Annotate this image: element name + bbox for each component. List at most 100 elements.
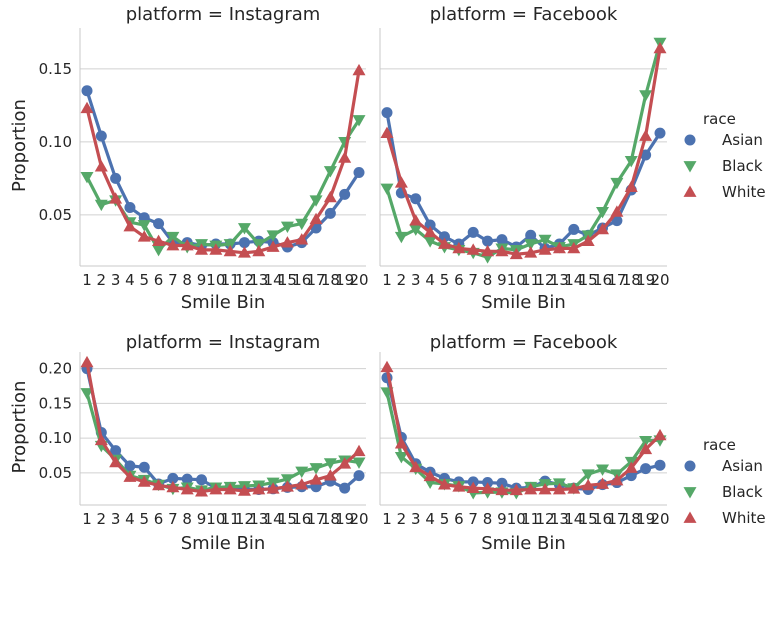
- data-point-black: [266, 230, 280, 242]
- series-white: [380, 360, 667, 496]
- x-tick-label: 14: [264, 271, 283, 289]
- x-tick-label: 4: [425, 510, 435, 528]
- data-point-white: [437, 237, 451, 249]
- data-point-white: [567, 482, 581, 494]
- data-point-asian: [324, 207, 336, 219]
- data-point-white: [394, 176, 408, 188]
- data-point-asian: [438, 231, 450, 243]
- data-point-white: [280, 480, 294, 492]
- x-tick-label: 5: [440, 271, 450, 289]
- data-point-black: [166, 231, 180, 244]
- legend-label: White: [722, 183, 766, 201]
- x-tick-label: 18: [622, 510, 641, 528]
- y-tick-label: 0.10: [39, 133, 72, 151]
- data-point-white: [166, 238, 180, 251]
- x-tick-label: 6: [454, 510, 464, 528]
- x-tick-label: 11: [521, 271, 540, 289]
- data-point-white: [653, 41, 667, 54]
- data-point-black: [639, 90, 653, 102]
- data-point-black: [309, 195, 323, 207]
- data-point-asian: [424, 219, 436, 231]
- data-point-white: [596, 222, 610, 235]
- data-point-white: [380, 360, 394, 373]
- data-point-white: [152, 234, 166, 246]
- x-tick-label: 19: [335, 271, 354, 289]
- data-point-white: [639, 129, 653, 141]
- x-tick-label: 15: [579, 271, 598, 289]
- x-tick-label: 13: [249, 510, 268, 528]
- data-point-black: [524, 239, 538, 251]
- legend-marker-asian: [684, 134, 696, 146]
- data-point-white: [323, 190, 337, 203]
- x-tick-label: 6: [154, 271, 164, 289]
- data-point-white: [80, 355, 94, 368]
- data-point-white: [180, 238, 194, 251]
- data-point-asian: [81, 85, 93, 97]
- legend-2: race Asian Black White: [683, 436, 766, 527]
- data-point-asian: [124, 202, 136, 214]
- data-point-white: [166, 480, 180, 493]
- data-point-asian: [381, 107, 393, 119]
- data-point-asian: [238, 237, 250, 249]
- x-tick-label: 20: [650, 510, 669, 528]
- x-tick-label: 3: [411, 510, 421, 528]
- data-point-black: [80, 172, 94, 184]
- x-tick-label: 14: [564, 510, 583, 528]
- data-point-black: [596, 464, 610, 476]
- x-tick-label: 8: [182, 510, 192, 528]
- data-point-white: [610, 473, 624, 486]
- data-point-white: [137, 475, 151, 487]
- x-tick-label: 8: [483, 510, 493, 528]
- legend-title: race: [703, 110, 736, 128]
- series-asian: [381, 107, 666, 254]
- data-point-asian: [196, 474, 208, 486]
- data-point-white: [610, 205, 624, 217]
- x-tick-label: 4: [125, 510, 135, 528]
- data-point-black: [394, 231, 408, 244]
- data-point-white: [237, 484, 251, 496]
- data-point-white: [123, 470, 137, 482]
- data-point-white: [596, 477, 610, 489]
- panel-title: platform = Instagram: [126, 332, 321, 353]
- data-point-white: [223, 483, 237, 495]
- data-point-white: [509, 483, 523, 496]
- x-tick-label: 15: [278, 510, 297, 528]
- data-point-black: [409, 224, 423, 236]
- data-point-asian: [110, 445, 122, 457]
- data-point-asian: [167, 472, 179, 484]
- data-point-asian: [496, 234, 508, 246]
- data-point-black: [80, 388, 94, 400]
- x-tick-label: 9: [197, 271, 207, 289]
- data-point-asian: [568, 223, 580, 235]
- y-tick-label: 0.05: [39, 464, 72, 482]
- data-point-asian: [496, 477, 508, 489]
- panel-1: 0.050.100.151 2 3 4 5 6 7 8 9 1011121314151617181…: [9, 4, 369, 313]
- data-point-white: [437, 478, 451, 490]
- data-point-white: [423, 225, 437, 238]
- data-point-white: [653, 428, 667, 441]
- x-tick-label: 3: [111, 510, 121, 528]
- data-point-white: [80, 101, 94, 114]
- panel-4: 1 2 3 4 5 6 7 8 9 1011121314151617181920platform …: [379, 332, 670, 554]
- data-point-black: [237, 223, 251, 235]
- legend-marker-black: [683, 161, 697, 173]
- panel-title: platform = Facebook: [430, 4, 618, 25]
- data-point-white: [552, 483, 566, 495]
- legend-label: Asian: [722, 131, 763, 149]
- data-point-white: [481, 244, 495, 257]
- data-point-black: [596, 207, 610, 219]
- data-point-asian: [353, 167, 365, 179]
- x-tick-label: 2: [97, 271, 107, 289]
- data-point-white: [195, 243, 209, 255]
- data-point-asian: [410, 193, 422, 205]
- data-point-asian: [181, 473, 193, 485]
- data-point-white: [94, 160, 108, 172]
- data-point-white: [352, 444, 366, 457]
- data-point-white: [295, 478, 309, 490]
- legend-marker-white: [683, 511, 697, 523]
- data-point-white: [509, 247, 523, 260]
- x-axis-label: Smile Bin: [481, 533, 566, 554]
- x-tick-label: 1: [82, 510, 92, 528]
- data-point-white: [137, 230, 151, 242]
